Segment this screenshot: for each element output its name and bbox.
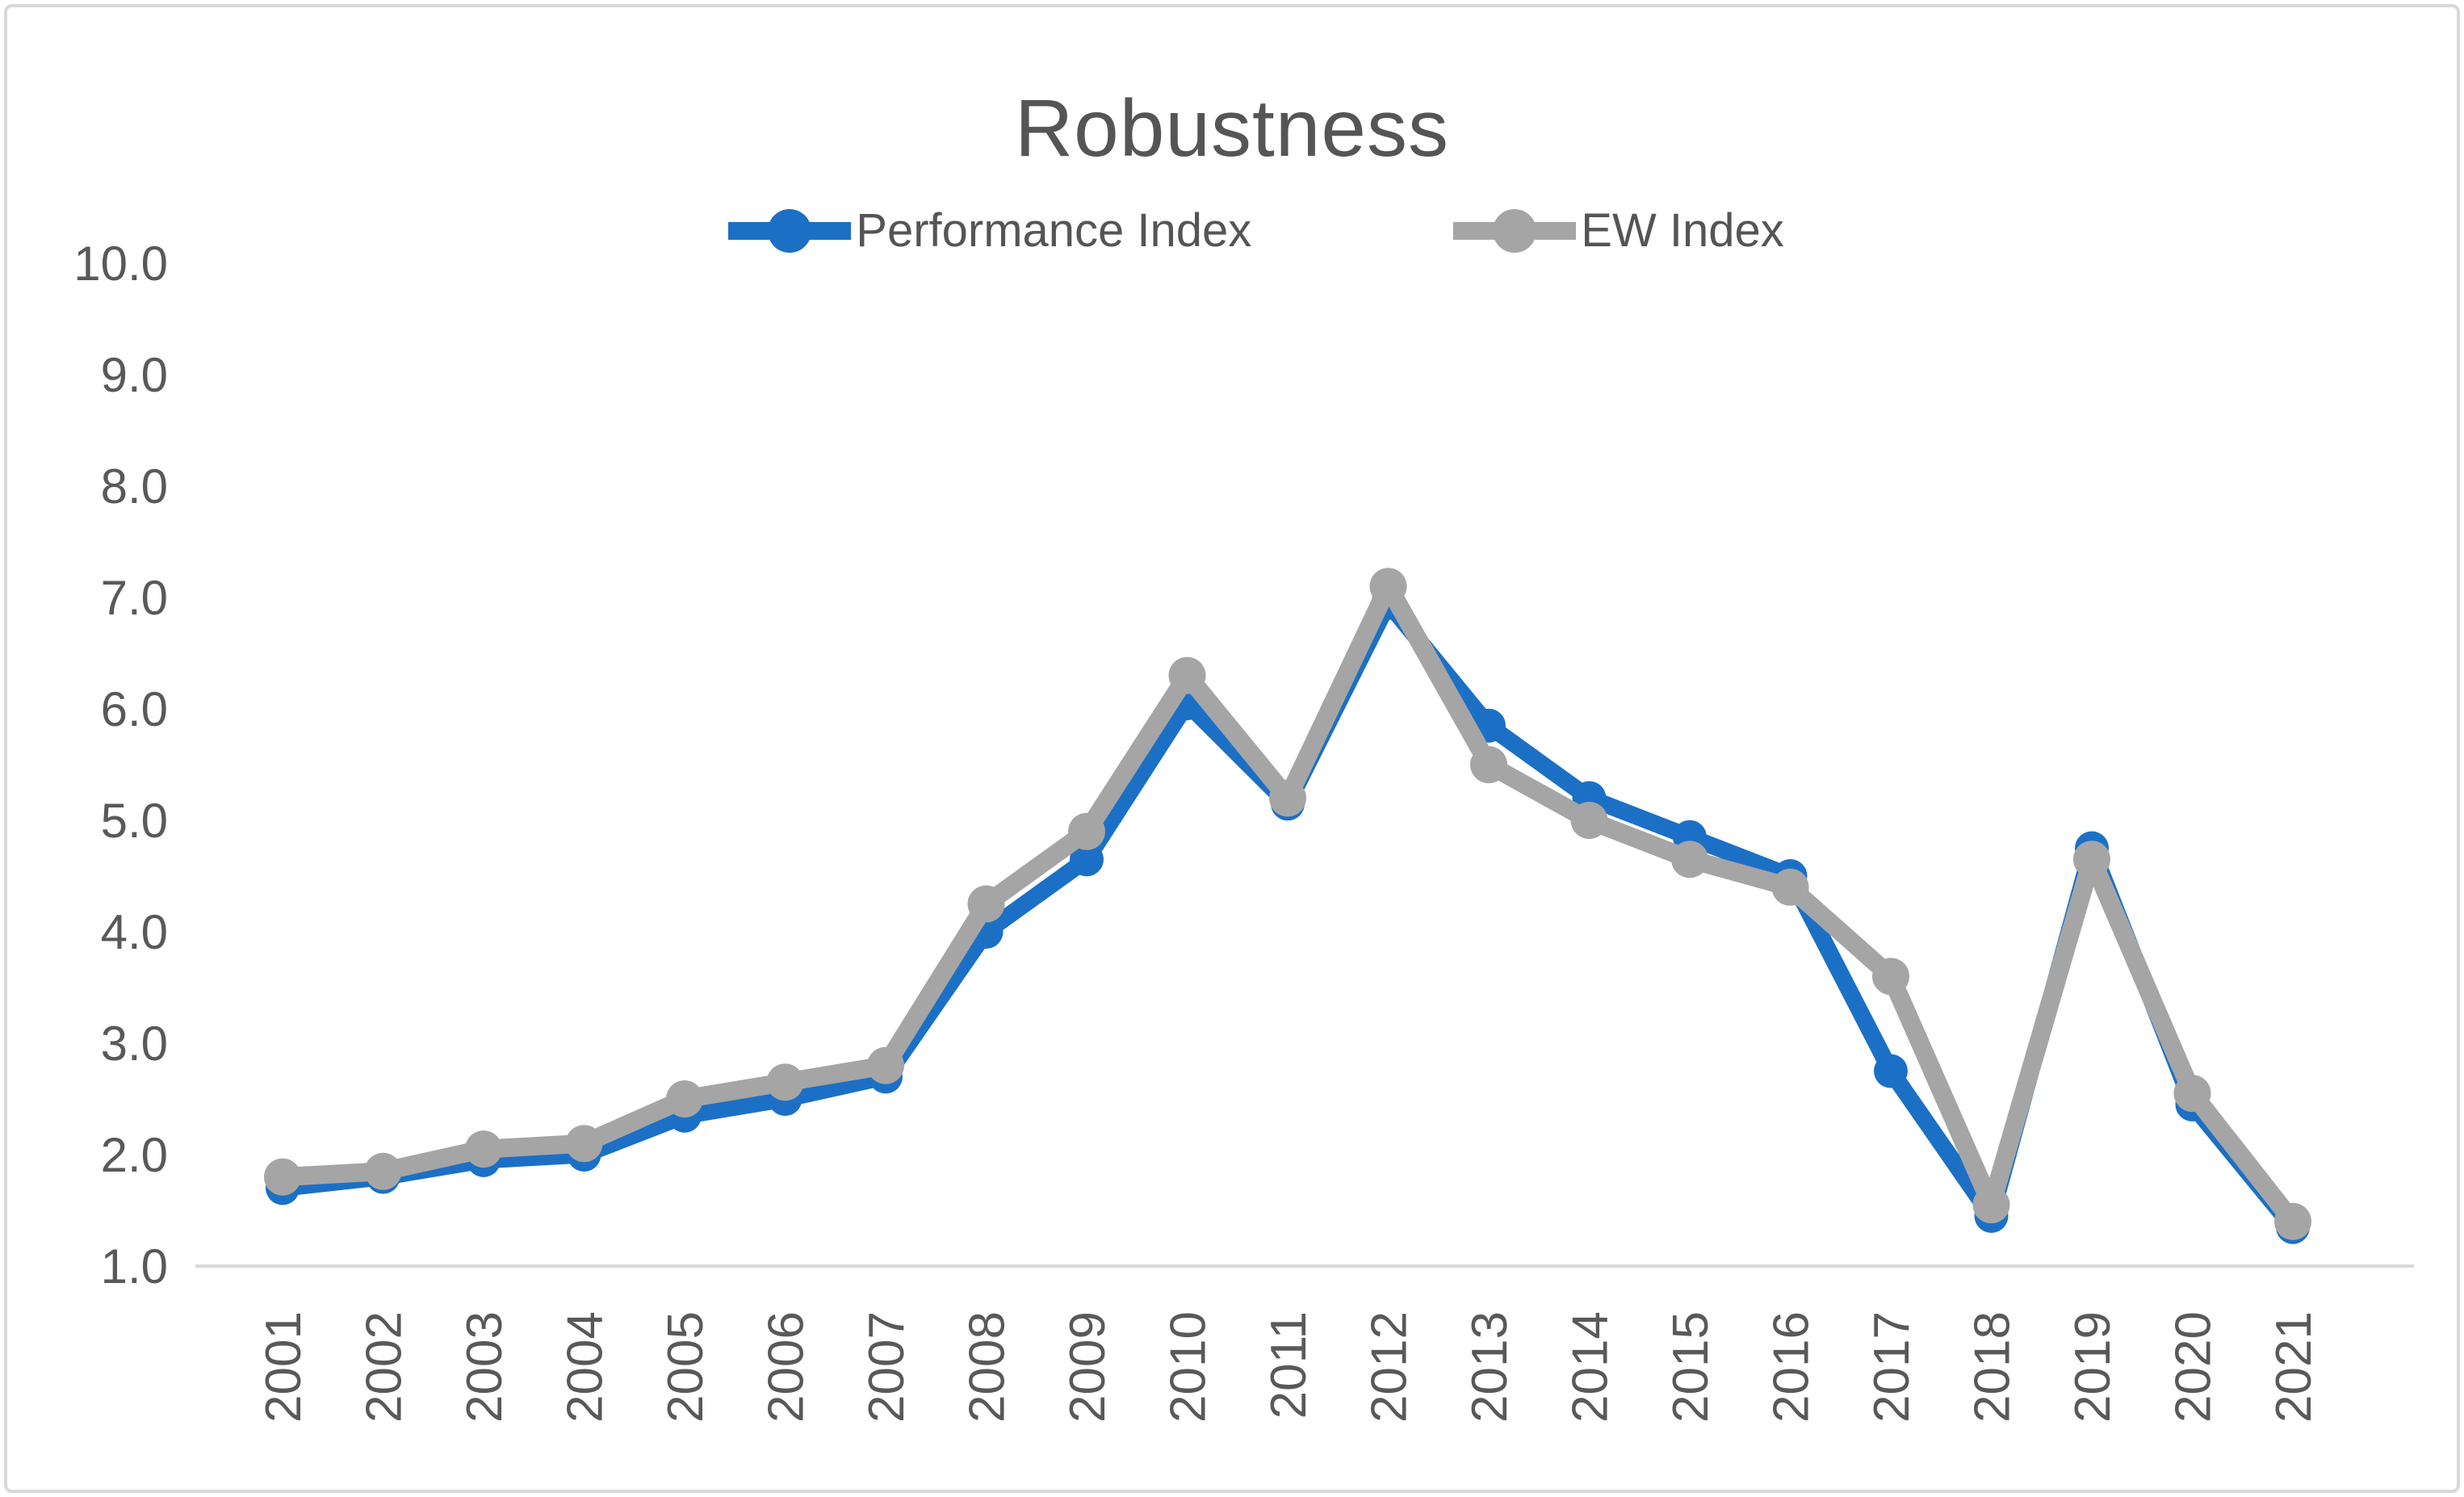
- y-tick-label: 7.0: [101, 571, 168, 625]
- data-point-marker-ew-index: [364, 1152, 402, 1190]
- y-tick-label: 4.0: [101, 905, 168, 959]
- data-point-marker-ew-index: [766, 1063, 804, 1101]
- x-tick-label: 2008: [960, 1311, 1016, 1423]
- x-tick-label: 2009: [1060, 1311, 1116, 1423]
- x-tick-label: 2010: [1161, 1311, 1217, 1423]
- chart-title: Robustness: [1014, 83, 1450, 174]
- data-point-marker-ew-index: [1972, 1186, 2010, 1224]
- x-tick-label: 2018: [1965, 1311, 2021, 1423]
- x-tick-label: 2004: [558, 1311, 614, 1423]
- x-tick-label: 2006: [759, 1311, 815, 1423]
- x-tick-label: 2013: [1462, 1311, 1518, 1423]
- data-point-marker-ew-index: [1168, 656, 1206, 694]
- data-point-marker-ew-index: [1068, 812, 1105, 850]
- data-point-marker-ew-index: [967, 885, 1005, 923]
- data-point-marker-ew-index: [2274, 1202, 2311, 1240]
- data-point-marker-ew-index: [1369, 568, 1407, 606]
- legend-item-ew-index: EW Index: [1453, 203, 1784, 258]
- x-tick-label: 2007: [859, 1311, 915, 1423]
- chart-legend: Performance Index EW Index: [48, 203, 2464, 258]
- y-tick-label: 9.0: [101, 348, 168, 402]
- y-tick-label: 2.0: [101, 1128, 168, 1182]
- x-tick-label: 2021: [2266, 1311, 2322, 1423]
- x-tick-label: 2011: [1261, 1311, 1317, 1419]
- x-tick-label: 2001: [256, 1311, 312, 1423]
- data-point-marker-ew-index: [565, 1125, 603, 1163]
- y-tick-label: 3.0: [101, 1017, 168, 1071]
- x-tick-label: 2017: [1864, 1311, 1920, 1423]
- x-tick-label: 2003: [457, 1311, 513, 1423]
- data-point-marker-performance-index: [1070, 842, 1104, 877]
- x-tick-label: 2020: [2166, 1311, 2222, 1423]
- y-tick-label: 6.0: [101, 682, 168, 736]
- data-point-marker-ew-index: [867, 1046, 904, 1084]
- y-tick-label: 5.0: [101, 794, 168, 848]
- y-tick-label: 10.0: [73, 237, 168, 291]
- x-tick-label: 2014: [1563, 1311, 1619, 1423]
- x-tick-label: 2015: [1663, 1311, 1719, 1423]
- x-tick-label: 2002: [357, 1311, 413, 1423]
- data-point-marker-ew-index: [1269, 779, 1306, 817]
- x-tick-label: 2012: [1362, 1311, 1418, 1423]
- data-point-marker-ew-index: [1671, 841, 1708, 878]
- legend-key-line-marker-icon: [1453, 208, 1577, 253]
- data-point-marker-ew-index: [666, 1080, 703, 1118]
- x-tick-label: 2019: [2065, 1311, 2121, 1423]
- data-point-marker-ew-index: [1470, 746, 1507, 783]
- legend-label-ew-index: EW Index: [1581, 204, 1784, 257]
- legend-label-performance-index: Performance Index: [856, 204, 1252, 257]
- data-point-marker-ew-index: [1872, 958, 1909, 996]
- y-tick-label: 8.0: [101, 459, 168, 514]
- x-tick-label: 2016: [1764, 1311, 1820, 1423]
- data-point-marker-ew-index: [2173, 1075, 2211, 1113]
- data-point-marker-ew-index: [2073, 841, 2110, 878]
- data-point-marker-ew-index: [1771, 868, 1809, 906]
- data-point-marker-ew-index: [264, 1158, 301, 1196]
- legend-item-performance-index: Performance Index: [728, 203, 1251, 258]
- data-point-marker-ew-index: [1570, 802, 1608, 839]
- y-tick-label: 1.0: [101, 1239, 168, 1294]
- data-point-marker-ew-index: [465, 1130, 502, 1168]
- legend-key-line-marker-icon: [728, 208, 852, 253]
- x-tick-label: 2005: [658, 1311, 714, 1423]
- data-point-marker-performance-index: [1874, 1054, 1908, 1088]
